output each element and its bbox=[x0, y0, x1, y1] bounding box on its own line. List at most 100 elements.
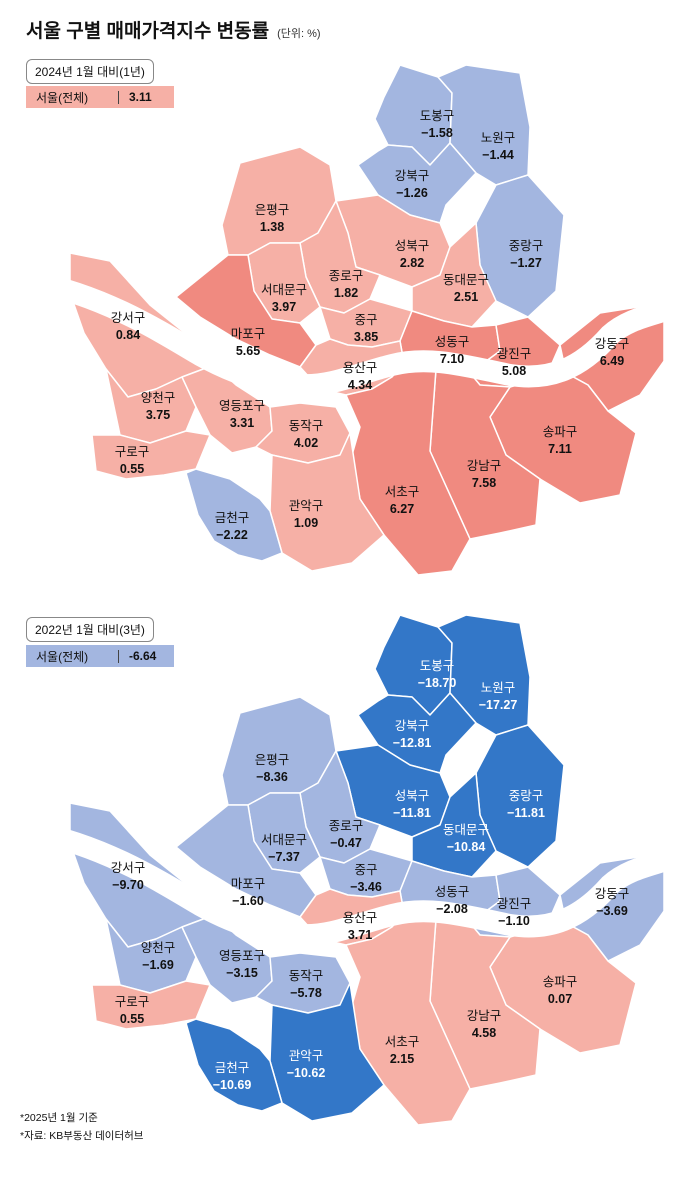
district-value-label: −17.27 bbox=[479, 698, 518, 712]
district-value-label: 7.58 bbox=[472, 476, 496, 490]
district-name-label: 마포구 bbox=[231, 327, 266, 341]
district-금천구 bbox=[185, 468, 283, 562]
district-value-label: 7.11 bbox=[548, 442, 572, 456]
district-name-label: 종로구 bbox=[329, 819, 364, 833]
district-name-label: 성동구 bbox=[435, 335, 470, 349]
district-name-label: 종로구 bbox=[329, 269, 364, 283]
district-value-label: 0.07 bbox=[548, 992, 572, 1006]
district-name-label: 은평구 bbox=[255, 753, 290, 767]
district-name-label: 영등포구 bbox=[219, 399, 265, 413]
district-value-label: 2.51 bbox=[454, 290, 478, 304]
district-강북구 bbox=[357, 142, 477, 224]
district-name-label: 강동구 bbox=[595, 887, 630, 901]
district-value-label: 3.31 bbox=[230, 416, 254, 430]
district-name-label: 양천구 bbox=[141, 390, 176, 405]
district-name-label: 도봉구 bbox=[420, 109, 455, 123]
district-value-label: −1.58 bbox=[421, 126, 453, 140]
district-name-label: 강남구 bbox=[467, 459, 502, 473]
title-row: 서울 구별 매매가격지수 변동률 (단위: %) bbox=[26, 16, 321, 43]
district-value-label: −7.37 bbox=[268, 850, 300, 864]
district-value-label: 0.55 bbox=[120, 1012, 144, 1026]
summary-divider bbox=[118, 90, 119, 104]
district-value-label: −11.81 bbox=[393, 806, 431, 820]
district-value-label: 4.58 bbox=[472, 1026, 496, 1040]
district-동대문구 bbox=[411, 222, 497, 328]
district-name-label: 성동구 bbox=[435, 885, 470, 899]
district-value-label: 1.38 bbox=[260, 220, 284, 234]
district-name-label: 강북구 bbox=[395, 169, 430, 183]
district-구로구 bbox=[91, 980, 211, 1030]
district-value-label: 7.10 bbox=[440, 352, 464, 366]
district-value-label: −10.69 bbox=[213, 1078, 252, 1092]
page-title: 서울 구별 매매가격지수 변동률 bbox=[26, 21, 270, 42]
district-name-label: 노원구 bbox=[481, 131, 516, 145]
period-label-1yr: 2024년 1월 대비(1년) bbox=[26, 59, 154, 84]
district-name-label: 마포구 bbox=[231, 877, 266, 891]
district-name-label: 중랑구 bbox=[509, 239, 544, 253]
district-name-label: 송파구 bbox=[543, 975, 578, 989]
district-shapes bbox=[69, 614, 665, 1126]
district-name-label: 구로구 bbox=[115, 445, 150, 459]
district-name-label: 송파구 bbox=[543, 425, 578, 439]
district-name-label: 중구 bbox=[354, 313, 377, 327]
district-동작구 bbox=[255, 402, 351, 464]
summary-divider bbox=[118, 649, 119, 663]
district-value-label: −10.84 bbox=[447, 840, 486, 854]
district-value-label: −3.46 bbox=[350, 880, 382, 894]
district-value-label: 6.49 bbox=[600, 354, 624, 368]
district-name-label: 중랑구 bbox=[509, 789, 544, 803]
district-value-label: 3.97 bbox=[272, 300, 296, 314]
district-동작구 bbox=[255, 952, 351, 1014]
district-name-label: 은평구 bbox=[255, 203, 290, 217]
district-name-label: 금천구 bbox=[215, 510, 250, 525]
district-name-label: 광진구 bbox=[497, 347, 532, 361]
district-구로구 bbox=[91, 430, 211, 480]
district-name-label: 동대문구 bbox=[443, 273, 489, 287]
district-name-label: 관악구 bbox=[289, 499, 324, 513]
district-value-label: −1.27 bbox=[510, 256, 542, 270]
summary-value: 3.11 bbox=[129, 90, 152, 104]
district-name-label: 노원구 bbox=[481, 681, 516, 695]
district-value-label: −18.70 bbox=[418, 676, 457, 690]
footnote-source: *자료: KB부동산 데이터허브 bbox=[20, 1130, 144, 1142]
district-name-label: 영등포구 bbox=[219, 949, 265, 963]
summary-value: -6.64 bbox=[129, 649, 157, 663]
district-value-label: 2.15 bbox=[390, 1052, 414, 1066]
district-강북구 bbox=[357, 692, 477, 774]
district-value-label: 3.75 bbox=[146, 408, 170, 422]
district-금천구 bbox=[185, 1018, 283, 1112]
district-name-label: 강서구 bbox=[111, 861, 146, 875]
district-name-label: 금천구 bbox=[215, 1060, 250, 1075]
district-name-label: 동작구 bbox=[289, 419, 324, 433]
district-value-label: 4.02 bbox=[294, 436, 318, 450]
district-value-label: 5.08 bbox=[502, 364, 526, 378]
district-value-label: −9.70 bbox=[112, 878, 144, 892]
district-name-label: 용산구 bbox=[343, 911, 378, 925]
district-name-label: 강남구 bbox=[467, 1009, 502, 1023]
district-name-label: 서초구 bbox=[385, 485, 420, 499]
district-name-label: 도봉구 bbox=[420, 659, 455, 673]
district-name-label: 서대문구 bbox=[261, 283, 307, 297]
district-value-label: −8.36 bbox=[256, 770, 288, 784]
summary-label: 서울(전체) bbox=[36, 90, 89, 105]
district-마포구 bbox=[175, 804, 317, 918]
district-value-label: −2.08 bbox=[436, 902, 468, 916]
district-name-label: 양천구 bbox=[141, 940, 176, 955]
district-value-label: −0.47 bbox=[330, 836, 362, 850]
district-value-label: 5.65 bbox=[236, 344, 260, 358]
district-value-label: 4.34 bbox=[348, 378, 372, 392]
district-value-label: −10.62 bbox=[287, 1066, 326, 1080]
summary-label: 서울(전체) bbox=[36, 649, 89, 664]
district-value-label: −2.22 bbox=[216, 528, 248, 542]
han-river bbox=[19, 270, 686, 397]
district-value-label: 0.84 bbox=[116, 328, 140, 342]
period-label-3yr: 2022년 1월 대비(3년) bbox=[26, 617, 154, 642]
seoul-map-3yr: 도봉구 −18.70 노원구 −17.27 강북구 −12.81 은평구 −8.36 성북구 −1… bbox=[19, 614, 686, 1126]
district-name-label: 성북구 bbox=[395, 789, 430, 803]
district-name-label: 성북구 bbox=[395, 239, 430, 253]
district-value-label: −1.69 bbox=[142, 958, 174, 972]
district-value-label: −11.81 bbox=[507, 806, 545, 820]
district-value-label: 1.82 bbox=[334, 286, 358, 300]
district-name-label: 강북구 bbox=[395, 719, 430, 733]
district-value-label: 2.82 bbox=[400, 256, 424, 270]
